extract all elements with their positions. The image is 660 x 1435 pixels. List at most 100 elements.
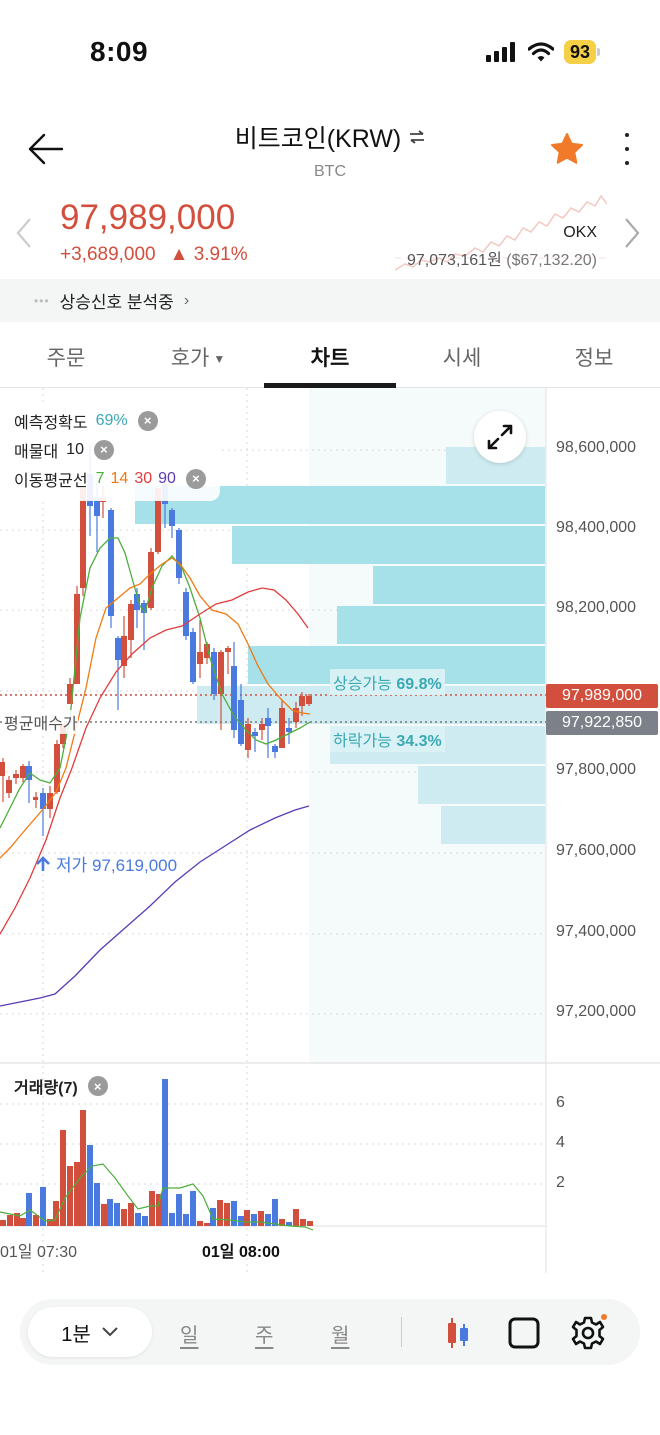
avg-buy-price-label: 평균매수가	[4, 710, 78, 734]
chart-area[interactable]: 예측정확도 69% × 매물대 10 × 이동평균선 7 14 30 90 × …	[0, 388, 660, 1273]
ma-legend: 이동평균선 7 14 30 90 ×	[14, 464, 206, 493]
tab-label: 차트	[310, 347, 350, 370]
volume-tick: 4	[556, 1134, 565, 1151]
period-dropdown[interactable]: 1분	[28, 1307, 152, 1357]
drawing-tool-button[interactable]	[504, 1313, 544, 1353]
remove-ma-button[interactable]: ×	[185, 468, 206, 489]
more-dot-icon	[625, 147, 629, 151]
period-day[interactable]: 일	[180, 1325, 199, 1347]
battery-tip	[597, 48, 600, 56]
down-prob-value: 34.3%	[396, 733, 442, 750]
tab-market[interactable]: 시세	[396, 322, 528, 387]
y-tick: 98,600,000	[556, 439, 637, 456]
accuracy-value: 69%	[95, 411, 128, 429]
volume-profile-legend: 매물대 10 ×	[14, 435, 206, 464]
current-price: 97,989,000	[60, 198, 236, 237]
coin-title-button[interactable]: 비트코인(KRW)	[235, 119, 426, 155]
ma30-value: 30	[134, 469, 153, 487]
star-icon	[551, 133, 583, 164]
tab-label: 호가	[170, 347, 210, 370]
chart-settings-button[interactable]	[568, 1313, 608, 1353]
ma-label: 이동평균선	[14, 472, 88, 490]
up-prob-label: 상승가능	[333, 676, 392, 693]
candlestick-chart[interactable]	[0, 388, 660, 1273]
status-bar: 8:09 93	[0, 0, 660, 105]
period-label: 1분	[61, 1323, 91, 1346]
tab-bar: 주문 호가 ▼ 차트 시세 정보	[0, 322, 660, 388]
y-tick: 98,200,000	[556, 599, 637, 616]
title-block: 비트코인(KRW) BTC	[0, 119, 660, 181]
back-button[interactable]	[26, 129, 66, 169]
arrow-up-icon	[36, 855, 50, 871]
toolbar-divider	[401, 1317, 402, 1347]
battery-indicator: 93	[563, 40, 596, 64]
volume-legend: 거래량(7) ×	[14, 1074, 108, 1098]
period-week[interactable]: 주	[255, 1325, 274, 1347]
chart-type-button[interactable]	[438, 1313, 478, 1353]
x-tick: 01일 08:00	[202, 1244, 280, 1261]
y-tick: 98,400,000	[556, 519, 637, 536]
prev-coin-button[interactable]	[14, 216, 34, 258]
sparkline-chart	[395, 194, 607, 271]
ma14-value: 14	[110, 469, 129, 487]
gear-icon	[571, 1314, 607, 1350]
tab-label: 주문	[46, 347, 86, 370]
chart-toolbar: 1분 일 주 월	[20, 1299, 640, 1365]
tab-orderbook[interactable]: 호가 ▼	[132, 322, 264, 387]
tab-label: 정보	[574, 347, 614, 370]
expand-arrows-icon	[487, 424, 513, 450]
signal-icon	[485, 42, 515, 62]
indicator-legend: 예측정확도 69% × 매물대 10 × 이동평균선 7 14 30 90 ×	[0, 402, 220, 501]
ma7-value: 7	[95, 469, 105, 487]
chevron-right-icon: ›	[183, 291, 190, 309]
status-time: 8:09	[90, 36, 149, 67]
loading-dots-icon: •••	[34, 293, 50, 308]
y-tick: 97,800,000	[556, 761, 637, 778]
chevron-left-icon	[16, 218, 31, 248]
change-amount: +3,689,000	[60, 244, 156, 265]
signal-analysis-bar[interactable]: ••• 상승신호 분석중 ›	[0, 279, 660, 322]
period-month[interactable]: 월	[331, 1325, 350, 1347]
avg-price-tag: 97,922,850	[546, 711, 658, 735]
more-dot-icon	[625, 161, 629, 165]
tab-info[interactable]: 정보	[528, 322, 660, 387]
swap-arrows-icon	[410, 130, 425, 144]
tab-chart[interactable]: 차트	[264, 322, 396, 388]
change-percent: ▲ 3.91%	[169, 244, 248, 265]
price-summary: 97,989,000 +3,689,000 ▲ 3.91% OKX 97,073…	[0, 190, 660, 278]
accuracy-label: 예측정확도	[14, 414, 88, 432]
caret-down-icon: ▼	[213, 352, 226, 367]
accuracy-legend: 예측정확도 69% ×	[14, 406, 206, 435]
up-prob-value: 69.8%	[396, 676, 442, 693]
volume-tick: 6	[556, 1094, 565, 1111]
square-icon	[508, 1317, 540, 1349]
remove-volume-button[interactable]: ×	[87, 1076, 108, 1096]
price-change: +3,689,000 ▲ 3.91%	[60, 244, 248, 266]
volume-profile-value: 10	[66, 440, 84, 458]
remove-volume-profile-button[interactable]: ×	[93, 439, 114, 460]
favorite-button[interactable]	[549, 131, 585, 167]
y-tick: 97,400,000	[556, 923, 637, 940]
up-probability: 상승가능 69.8%	[330, 669, 445, 695]
signal-text: 상승신호 분석중	[59, 293, 174, 312]
more-dot-icon	[625, 133, 629, 137]
back-arrow-icon	[28, 133, 64, 165]
x-tick: 01일 07:30	[0, 1244, 78, 1261]
low-price-label: 저가 97,619,000	[56, 856, 178, 875]
tab-order[interactable]: 주문	[0, 322, 132, 387]
tab-label: 시세	[442, 347, 482, 370]
more-options-button[interactable]	[617, 131, 637, 167]
chevron-right-icon	[625, 218, 640, 248]
coin-title: 비트코인(KRW)	[234, 125, 402, 153]
next-coin-button[interactable]	[622, 216, 642, 258]
remove-accuracy-button[interactable]: ×	[137, 410, 158, 431]
down-prob-label: 하락가능	[333, 733, 392, 750]
current-price-tag: 97,989,000	[546, 684, 658, 708]
low-price-marker: 저가 97,619,000	[36, 851, 177, 876]
volume-tick: 2	[556, 1174, 565, 1191]
volume-profile-label: 매물대	[14, 443, 59, 461]
fullscreen-button[interactable]	[474, 411, 526, 463]
header: 비트코인(KRW) BTC	[0, 105, 660, 190]
exchange-price: 97,073,161원 ($67,132.20)	[407, 246, 597, 270]
status-icons: 93	[485, 40, 600, 64]
